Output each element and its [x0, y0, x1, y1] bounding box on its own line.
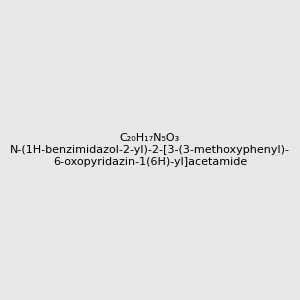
- Text: C₂₀H₁₇N₅O₃
N-(1H-benzimidazol-2-yl)-2-[3-(3-methoxyphenyl)-
6-oxopyridazin-1(6H): C₂₀H₁₇N₅O₃ N-(1H-benzimidazol-2-yl)-2-[3…: [10, 134, 290, 166]
